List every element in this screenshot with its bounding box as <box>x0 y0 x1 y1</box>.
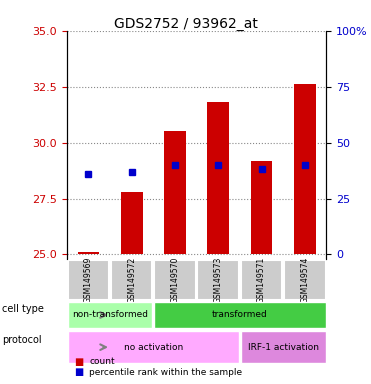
Bar <box>68 331 239 363</box>
Text: GSM149571: GSM149571 <box>257 257 266 303</box>
FancyBboxPatch shape <box>284 260 326 300</box>
Text: transformed: transformed <box>212 311 268 319</box>
Text: ■: ■ <box>74 357 83 367</box>
FancyBboxPatch shape <box>68 260 109 300</box>
Bar <box>251 161 272 255</box>
Text: ■: ■ <box>74 367 83 377</box>
Text: cell type: cell type <box>2 304 44 314</box>
Bar <box>78 252 99 255</box>
Text: GSM149570: GSM149570 <box>171 257 180 303</box>
Bar <box>68 302 152 328</box>
Text: non-transformed: non-transformed <box>72 311 148 319</box>
FancyBboxPatch shape <box>197 260 239 300</box>
Text: GSM149573: GSM149573 <box>214 257 223 303</box>
Bar <box>154 302 326 328</box>
Text: protocol: protocol <box>2 335 42 345</box>
Bar <box>294 84 316 255</box>
Text: GSM149569: GSM149569 <box>84 257 93 303</box>
Text: IRF-1 activation: IRF-1 activation <box>248 343 319 352</box>
Bar <box>164 131 186 255</box>
Text: count: count <box>89 357 115 366</box>
Text: GSM149572: GSM149572 <box>127 257 136 303</box>
FancyBboxPatch shape <box>154 260 196 300</box>
Bar <box>207 102 229 255</box>
FancyBboxPatch shape <box>111 260 152 300</box>
FancyBboxPatch shape <box>241 260 282 300</box>
Bar <box>121 192 142 255</box>
Text: no activation: no activation <box>124 343 183 352</box>
Text: percentile rank within the sample: percentile rank within the sample <box>89 368 242 377</box>
Text: GSM149574: GSM149574 <box>301 257 309 303</box>
Bar <box>241 331 326 363</box>
Text: GDS2752 / 93962_at: GDS2752 / 93962_at <box>114 17 257 31</box>
